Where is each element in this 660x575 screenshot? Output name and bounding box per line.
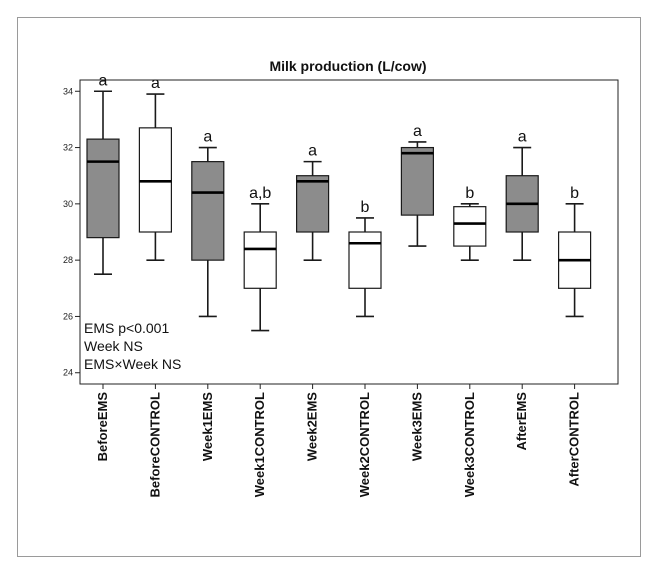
significance-labels: a a a a,b a b a b a b — [99, 72, 580, 216]
y-tick-label: 32 — [63, 143, 73, 153]
x-tick-label: Week1CONTROL — [252, 392, 267, 497]
interquartile-box — [191, 161, 225, 261]
annotation-line: EMS p<0.001 — [84, 320, 169, 336]
box-BeforeEMS — [86, 90, 120, 276]
significance-label: a — [413, 123, 422, 140]
x-tick-label: AfterEMS — [514, 392, 529, 451]
box-Week2CONTROL — [348, 217, 382, 318]
box-Week1EMS — [191, 146, 225, 318]
x-tick-label: BeforeEMS — [95, 392, 110, 462]
y-tick-label: 28 — [63, 255, 73, 265]
interquartile-box — [86, 138, 120, 239]
boxes — [86, 90, 592, 332]
figure-frame — [17, 17, 641, 557]
significance-label: b — [465, 185, 474, 202]
y-axis: 24 26 28 30 32 34 — [63, 86, 80, 378]
significance-label: a — [151, 75, 160, 92]
x-tick-label: Week1EMS — [200, 392, 215, 461]
interquartile-box — [348, 231, 382, 289]
box-BeforeCONTROL — [138, 93, 172, 261]
significance-label: a — [518, 129, 527, 146]
x-tick-label: Week2CONTROL — [357, 392, 372, 497]
box-Week3EMS — [400, 141, 434, 247]
significance-label: a — [203, 129, 212, 146]
box-Week2EMS — [296, 160, 330, 261]
y-tick-label: 24 — [63, 368, 73, 378]
significance-label: b — [361, 199, 370, 216]
x-tick-label: Week2EMS — [305, 392, 320, 461]
significance-label: a — [308, 143, 317, 160]
x-tick-label: BeforeCONTROL — [147, 392, 162, 498]
interquartile-box — [453, 206, 487, 247]
box-AfterEMS — [505, 146, 539, 261]
significance-label: a,b — [249, 185, 271, 202]
annotation-line: Week NS — [84, 338, 143, 354]
significance-label: a — [99, 72, 108, 89]
interquartile-box — [400, 146, 434, 216]
y-tick-label: 26 — [63, 311, 73, 321]
box-AfterCONTROL — [557, 203, 592, 318]
x-tick-label: AfterCONTROL — [567, 392, 582, 487]
x-tick-label: Week3CONTROL — [462, 392, 477, 497]
box-Week1CONTROL — [243, 203, 277, 332]
plot-area — [79, 79, 619, 385]
y-tick-label: 30 — [63, 199, 73, 209]
significance-label: b — [570, 185, 579, 202]
x-tick-label: Week3EMS — [409, 392, 424, 461]
chart-title: Milk production (L/cow) — [269, 58, 426, 74]
interquartile-box — [243, 231, 277, 289]
annotation-line: EMS×Week NS — [84, 356, 181, 372]
x-axis: BeforeEMS BeforeCONTROL Week1EMS Week1CONTR… — [95, 384, 582, 497]
box-Week3CONTROL — [453, 203, 487, 261]
interquartile-box — [296, 175, 330, 233]
interquartile-box — [138, 127, 172, 233]
statistics-annotation: EMS p<0.001 Week NS EMS×Week NS — [84, 320, 181, 372]
y-tick-label: 34 — [63, 86, 73, 96]
